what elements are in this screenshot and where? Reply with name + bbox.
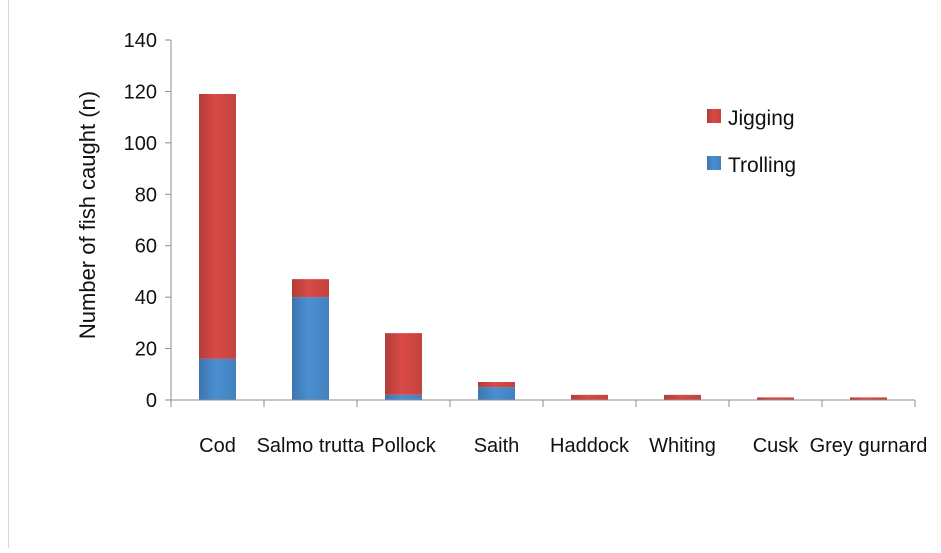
y-tick-label: 120 xyxy=(124,81,157,103)
y-tick-label: 40 xyxy=(135,287,157,309)
y-tick-label: 80 xyxy=(135,184,157,206)
x-tick-label: Saith xyxy=(474,435,520,457)
y-axis-title: Number of fish caught (n) xyxy=(75,91,100,339)
bar-jigging-saith xyxy=(478,382,515,388)
x-tick-label: Salmo trutta xyxy=(257,435,366,457)
x-tick-label: Haddock xyxy=(550,435,630,457)
bar-trolling-salmo-trutta xyxy=(292,297,329,400)
bars-layer xyxy=(199,94,887,400)
labels-layer: 0 20 40 60 80 100 120 140 Cod Salmo trutta Pollock… xyxy=(124,30,928,457)
x-tick-label: Whiting xyxy=(649,435,716,457)
bar-jigging-whiting xyxy=(664,394,701,400)
legend-swatch-jigging xyxy=(707,109,721,123)
legend: Jigging Trolling xyxy=(707,107,796,177)
bar-jigging-salmo-trutta xyxy=(292,279,329,298)
x-tick-label: Grey gurnard xyxy=(810,435,928,457)
bar-trolling-saith xyxy=(478,387,515,400)
bar-jigging-cod xyxy=(199,94,236,359)
bar-jigging-grey-gurnard xyxy=(850,397,887,400)
axes-layer xyxy=(165,39,916,407)
x-tick-label: Cusk xyxy=(753,435,800,457)
x-tick-label: Pollock xyxy=(371,435,436,457)
legend-label-trolling: Trolling xyxy=(728,154,796,177)
bar-trolling-cod xyxy=(199,358,236,400)
bar-jigging-pollock xyxy=(385,333,422,395)
y-tick-label: 140 xyxy=(124,30,157,52)
legend-label-jigging: Jigging xyxy=(728,107,795,130)
y-tick-label: 100 xyxy=(124,133,157,155)
bar-trolling-pollock xyxy=(385,394,422,400)
y-tick-label: 0 xyxy=(146,390,157,412)
bar-jigging-cusk xyxy=(757,397,794,400)
x-tick-label: Cod xyxy=(199,435,236,457)
bar-jigging-haddock xyxy=(571,394,608,400)
legend-swatch-trolling xyxy=(707,156,721,170)
y-tick-label: 20 xyxy=(135,339,157,361)
y-tick-label: 60 xyxy=(135,236,157,258)
page-edge-rule xyxy=(8,0,9,548)
